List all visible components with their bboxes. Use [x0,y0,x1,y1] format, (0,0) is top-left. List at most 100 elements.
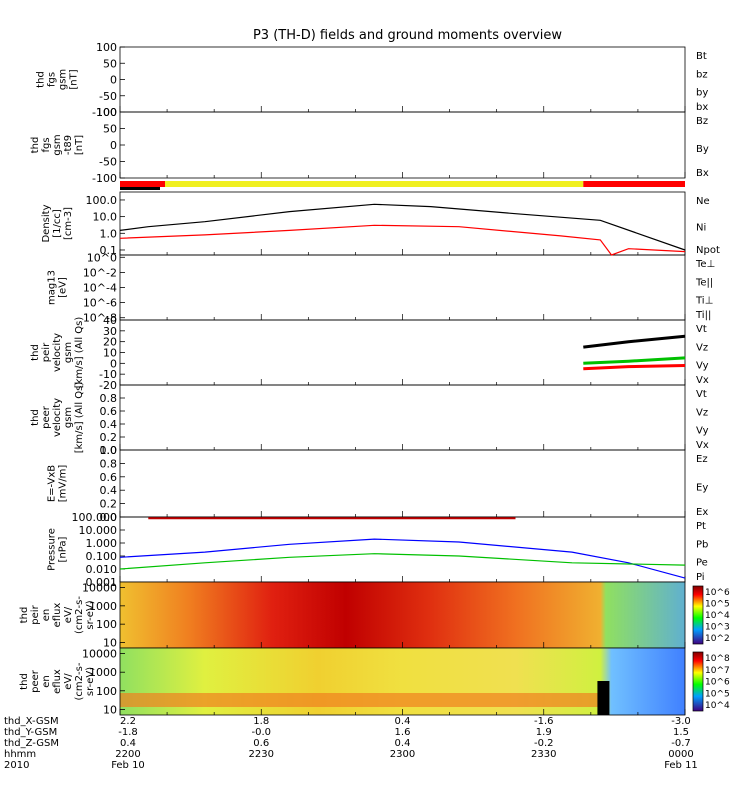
footer-value: -0.2 [534,738,554,749]
panel-frame-fgs [119,46,686,113]
legend-entry: Ne [696,196,710,207]
y-tick-label: 1.0 [100,444,118,457]
y-tick-label: 0.001 [86,576,118,589]
footer-value: Feb 10 [111,760,145,771]
y-axis-label: [1/cc] [52,209,63,238]
y-tick-label: 20 [103,336,117,349]
footer-row-label: 2010 [4,760,29,771]
y-axis-label: thd [36,71,47,88]
y-tick-label: 10 [103,636,117,649]
y-tick-label: 100.0 [86,194,118,207]
y-tick-label: 0 [110,357,117,370]
legend-entry: Vx [696,440,709,451]
y-axis-label: mag13 [47,270,58,305]
colorbar-tick-label: 10^3 [705,623,730,633]
legend-entry: Bx [696,168,709,179]
y-tick-label: 1000 [89,666,117,679]
status-bar-black [120,187,160,190]
y-axis-label: [nT] [74,135,85,155]
series-peir-vt [583,334,686,349]
y-tick-label: 0.2 [100,431,118,444]
y-tick-label: 100 [96,106,117,119]
panel-frame-efield [119,449,686,518]
series-pressure-pi [119,538,686,579]
y-tick-label: 0.6 [100,471,118,484]
y-tick-label: 10 [103,703,117,716]
y-tick-label: 100 [96,41,117,54]
series-pressure-pe [119,553,686,570]
y-tick-label: 30 [103,325,117,338]
y-axis-label: Density [41,204,52,242]
panel-frame-density [119,191,686,256]
y-tick-label: 1000 [89,600,117,613]
legend-entry: Ex [696,507,708,518]
legend-entry: Ey [696,483,708,494]
colorbar-tick-label: 10^5 [705,689,730,699]
y-tick-label: 0.4 [100,418,118,431]
y-axis-label: peer [30,669,41,693]
footer-value: -1.6 [534,716,554,727]
footer-row-label: hhmm [4,749,36,760]
footer-value: 2330 [531,749,556,760]
y-axis-label: -t89 [63,135,74,155]
y-tick-label: 100 [96,685,117,698]
y-axis-label: velocity [52,333,63,372]
y-axis-label: thd [30,137,41,154]
y-tick-label: 0.6 [100,405,118,418]
colorbar-tick-label: 10^4 [705,611,730,621]
colorbar-tick-label: 10^5 [705,600,730,610]
legend-entry: Pe [696,558,708,569]
legend-entry: Te|| [695,277,713,288]
y-axis-label: [eV] [58,277,69,298]
y-tick-label: 0.8 [100,457,118,470]
panel-frame-pressure [119,516,686,583]
status-bar-yellow [165,181,584,187]
footer-value: 0.4 [395,738,411,749]
y-tick-label: 0.0 [100,444,118,457]
plot-title: P3 (TH-D) fields and ground moments over… [252,28,563,43]
y-axis-label: sr-eV) [85,600,96,629]
legend-entry: Ti|| [695,310,711,321]
y-tick-label: 0.0 [100,511,118,524]
legend-entry: Vz [696,407,708,418]
spectrogram-peir_spec [120,582,685,648]
legend-entry: bz [696,69,708,80]
y-tick-label: 1.0 [100,227,118,240]
y-axis-label: fgs [47,72,58,87]
legend-entry: bx [696,102,708,113]
y-axis-label: sr-eV) [85,667,96,696]
y-tick-label: 10^-6 [83,297,117,310]
footer-value: 2200 [115,749,140,760]
footer-value: 1.9 [536,727,552,738]
y-tick-label: -20 [99,379,117,392]
colorbar-peir_spec [692,585,704,645]
y-axis-label: velocity [52,398,63,437]
y-tick-label: -50 [99,156,117,169]
y-tick-label: 0 [110,74,117,87]
legend-entry: Pt [696,521,706,532]
y-axis-label: [mV/m] [58,465,69,503]
y-tick-label: -10 [99,368,117,381]
colorbar-tick-label: 10^7 [705,666,730,676]
footer-row-label: thd_Z-GSM [4,738,59,749]
data-gap [597,681,610,715]
colorbar-tick-label: 10^2 [705,634,730,644]
y-tick-label: 10^0 [87,251,117,264]
y-tick-label: 10000 [82,648,117,661]
y-tick-label: 0 [110,139,117,152]
y-axis-label: peir [30,604,41,624]
legend-entry: Bz [696,116,708,127]
legend-entry: Ez [696,454,708,465]
y-axis-label: Pressure [47,528,58,571]
legend-entry: Npot [696,245,720,256]
footer-value: -0.0 [251,727,271,738]
y-axis-label: thd [19,673,30,690]
footer-value: Feb 11 [664,760,698,771]
y-axis-label: eV/ [63,673,74,690]
footer-value: 2300 [390,749,415,760]
y-axis-label: thd [19,607,30,624]
y-tick-label: 50 [103,123,117,136]
legend-entry: Pi [696,572,705,583]
colorbar-tick-label: 10^4 [705,701,730,711]
